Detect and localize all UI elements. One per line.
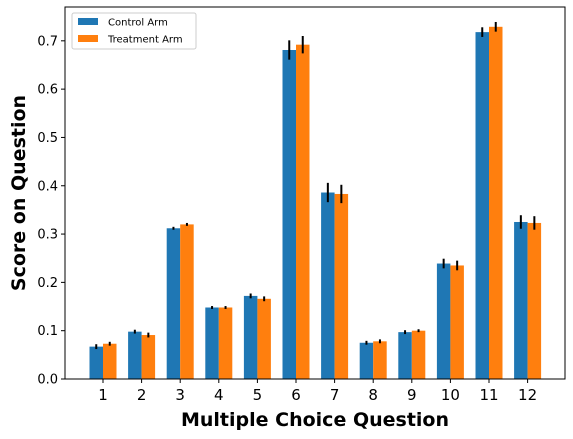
bar-control-q6	[282, 49, 296, 379]
x-tick-label: 5	[253, 386, 263, 404]
bar-control-q11	[475, 32, 489, 380]
bar-control-q9	[398, 332, 412, 379]
bar-treatment-q7	[334, 193, 349, 379]
x-tick-label: 4	[214, 386, 224, 404]
x-tick-label: 2	[137, 386, 147, 404]
bar-control-q2	[128, 331, 142, 379]
bar-treatment-q9	[411, 330, 426, 379]
x-tick-label: 11	[479, 386, 498, 404]
bar-control-q7	[321, 192, 335, 379]
y-tick-label: 0.0	[37, 373, 58, 388]
y-tick-label: 0.5	[37, 131, 58, 146]
bar-control-q12	[514, 221, 528, 379]
y-tick-label: 0.4	[37, 179, 58, 194]
bar-treatment-q12	[527, 222, 542, 379]
plot-frame	[64, 6, 566, 380]
plot-area	[89, 21, 542, 380]
x-axis-title: Multiple Choice Question	[181, 409, 449, 431]
y-tick-label: 0.6	[37, 83, 58, 98]
legend-label-treatment: Treatment Arm	[107, 35, 183, 46]
bar-treatment-q5	[257, 298, 271, 379]
legend: Control Arm Treatment Arm	[71, 12, 197, 50]
bar-treatment-q1	[103, 343, 117, 379]
bar-treatment-q6	[296, 44, 310, 380]
bar-treatment-q4	[218, 307, 233, 379]
bar-treatment-q8	[373, 341, 387, 379]
bar-control-q5	[243, 295, 258, 379]
y-tick-label: 0.7	[37, 34, 58, 49]
bar-control-q10	[436, 263, 451, 379]
x-tick-label: 6	[291, 386, 301, 404]
y-axis: 0.0 0.1 0.2 0.3 0.4 0.5 0.6 0.7	[37, 34, 65, 388]
bar-control-q3	[166, 228, 181, 379]
x-axis: 1 2 3 4 5 6 7 8 9 10 11 12	[98, 379, 537, 404]
bar-treatment-q2	[141, 335, 156, 379]
x-tick-label: 3	[175, 386, 185, 404]
bar-treatment-q3	[180, 224, 194, 379]
legend-swatch-control	[78, 18, 98, 25]
bar-control-q8	[359, 342, 374, 379]
bar-control-q1	[89, 346, 103, 379]
x-tick-label: 9	[407, 386, 417, 404]
x-tick-label: 8	[368, 386, 378, 404]
y-tick-label: 0.2	[37, 276, 58, 291]
y-tick-label: 0.1	[37, 324, 58, 339]
bar-treatment-q10	[450, 265, 464, 379]
x-tick-label: 10	[441, 386, 460, 404]
x-tick-label: 7	[330, 386, 340, 404]
x-tick-label: 1	[98, 386, 108, 404]
legend-label-control: Control Arm	[108, 18, 168, 29]
bar-control-q4	[205, 307, 219, 379]
legend-swatch-treatment	[78, 35, 98, 42]
legend-box	[71, 12, 197, 50]
bar-treatment-q11	[489, 26, 503, 379]
x-tick-label: 12	[518, 386, 537, 404]
y-axis-title: Score on Question	[8, 95, 30, 291]
y-tick-label: 0.3	[37, 228, 58, 243]
